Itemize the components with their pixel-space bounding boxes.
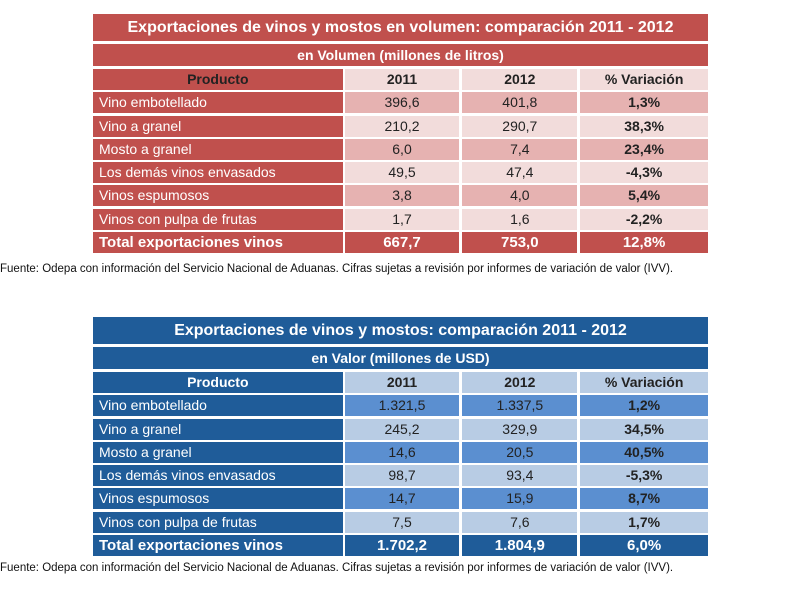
value-2012-cell: 401,8 [462,92,578,114]
table-row: Vinos espumosos 3,8 4,0 5,4% [93,185,708,207]
value-2012-cell: 1,6 [462,208,578,230]
product-cell: Producto [93,69,343,90]
variation-cell: 12,8% [580,232,708,254]
product-cell: Vino a granel [93,418,343,440]
value-2012-cell: 290,7 [462,115,578,137]
variation-cell: 40,5% [580,441,708,463]
value-2012-cell: 753,0 [462,232,578,254]
value-2011-cell: 14,6 [344,441,460,463]
variation-cell: 23,4% [580,138,708,160]
table-title: Exportaciones de vinos y mostos en volum… [93,14,708,41]
table-row: Vino a granel 210,2 290,7 38,3% [93,115,708,137]
product-cell: Producto [93,372,343,393]
value-2011-cell: 1,7 [344,208,460,230]
product-cell: Vinos espumosos [93,488,343,510]
product-cell: Vino embotellado [93,92,343,114]
value-2012-cell: 2012 [462,69,578,90]
product-cell: Vino a granel [93,115,343,137]
product-cell: Total exportaciones vinos [93,232,343,254]
product-cell: Mosto a granel [93,138,343,160]
product-cell: Vinos espumosos [93,185,343,207]
table-row: Los demás vinos envasados 49,5 47,4 -4,3% [93,162,708,184]
value-2012-cell: 1.337,5 [462,395,578,417]
table-row: Vinos con pulpa de frutas 1,7 1,6 -2,2% [93,208,708,230]
product-cell: Total exportaciones vinos [93,535,343,557]
variation-cell: -2,2% [580,208,708,230]
table-row: Vino a granel 245,2 329,9 34,5% [93,418,708,440]
product-cell: Los demás vinos envasados [93,465,343,487]
table-row: Vino embotellado 396,6 401,8 1,3% [93,92,708,114]
value-2011-cell: 2011 [344,372,460,393]
variation-cell: 34,5% [580,418,708,440]
product-cell: Los demás vinos envasados [93,162,343,184]
value-2012-cell: 7,6 [462,511,578,533]
value-source-note: Fuente: Odepa con información del Servic… [0,562,674,574]
volume-source-note: Fuente: Odepa con información del Servic… [0,263,674,275]
value-2012-cell: 7,4 [462,138,578,160]
value-table: Exportaciones de vinos y mostos: compara… [93,317,709,558]
table-row: Vino embotellado 1.321,5 1.337,5 1,2% [93,395,708,417]
variation-cell: 5,4% [580,185,708,207]
value-2011-cell: 7,5 [344,511,460,533]
value-2011-cell: 2011 [344,69,460,90]
table-subtitle: en Valor (millones de USD) [93,347,708,369]
header-row: Producto 2011 2012% Variación [93,69,709,90]
product-cell: Vino embotellado [93,395,343,417]
variation-cell: 1,3% [580,92,708,114]
total-row: Total exportaciones vinos 1.702,2 1.804,9 6… [93,535,708,557]
value-2012-cell: 93,4 [462,465,578,487]
value-2011-cell: 6,0 [344,138,460,160]
variation-cell: 38,3% [580,115,708,137]
table-subtitle: en Volumen (millones de litros) [93,44,708,66]
value-2012-cell: 20,5 [462,441,578,463]
value-2011-cell: 396,6 [344,92,460,114]
product-cell: Vinos con pulpa de frutas [93,511,343,533]
value-2012-cell: 1.804,9 [462,535,578,557]
value-2012-cell: 47,4 [462,162,578,184]
variation-cell: -4,3% [580,162,708,184]
table-row: Vinos con pulpa de frutas 7,5 7,6 1,7% [93,511,708,533]
value-2012-cell: 329,9 [462,418,578,440]
value-2011-cell: 245,2 [344,418,460,440]
variation-cell: 1,2% [580,395,708,417]
total-row: Total exportaciones vinos 667,7 753,0 12,8% [93,232,708,254]
value-2011-cell: 1.321,5 [344,395,460,417]
table-row: Mosto a granel 14,6 20,5 40,5% [93,441,708,463]
table-row: Los demás vinos envasados 98,7 93,4 -5,3% [93,465,708,487]
value-2012-cell: 4,0 [462,185,578,207]
variation-cell: % Variación [580,372,709,393]
value-2012-cell: 15,9 [462,488,578,510]
value-2011-cell: 210,2 [344,115,460,137]
variation-cell: % Variación [580,69,709,90]
volume-table: Exportaciones de vinos y mostos en volum… [93,14,709,255]
product-cell: Vinos con pulpa de frutas [93,208,343,230]
value-2011-cell: 49,5 [344,162,460,184]
variation-cell: 6,0% [580,535,708,557]
value-2012-cell: 2012 [462,372,578,393]
value-2011-cell: 3,8 [344,185,460,207]
table-title: Exportaciones de vinos y mostos: compara… [93,317,708,344]
variation-cell: -5,3% [580,465,708,487]
value-2011-cell: 1.702,2 [344,535,460,557]
table-row: Mosto a granel 6,0 7,4 23,4% [93,138,708,160]
value-2011-cell: 98,7 [344,465,460,487]
variation-cell: 1,7% [580,511,708,533]
value-2011-cell: 667,7 [344,232,460,254]
header-row: Producto 2011 2012% Variación [93,372,709,393]
variation-cell: 8,7% [580,488,708,510]
table-row: Vinos espumosos 14,7 15,9 8,7% [93,488,708,510]
product-cell: Mosto a granel [93,441,343,463]
value-2011-cell: 14,7 [344,488,460,510]
